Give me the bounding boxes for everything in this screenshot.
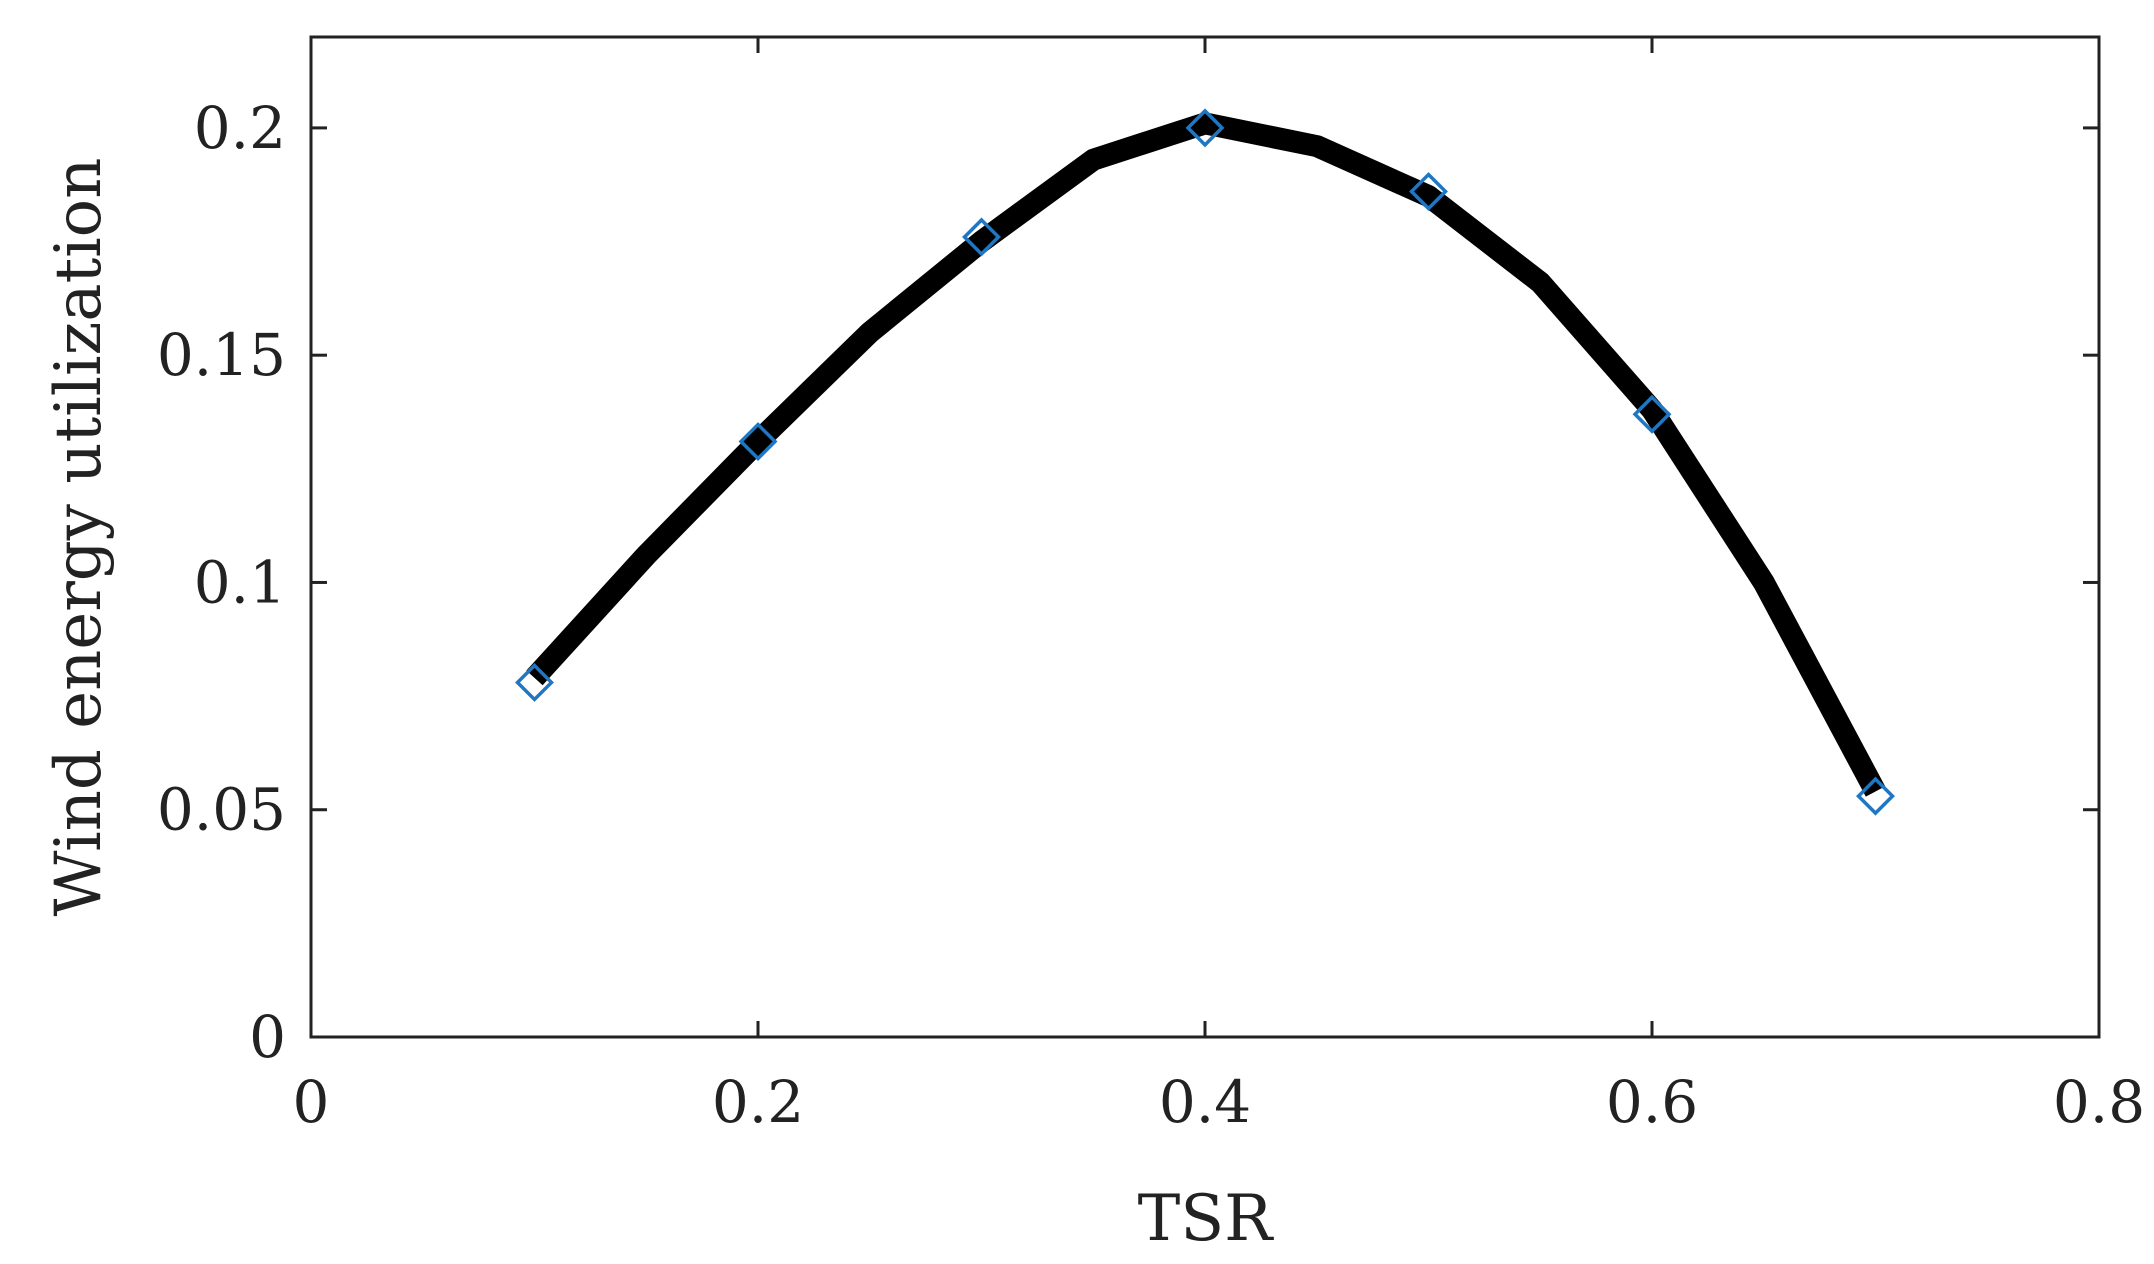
- x-tick-label: 0.2: [712, 1068, 804, 1136]
- series-line: [526, 112, 1886, 797]
- y-tick-label: 0.15: [157, 321, 286, 389]
- data-point-diamond: [1856, 776, 1895, 816]
- data-point-diamond: [738, 422, 778, 462]
- plot-frame: [309, 35, 2101, 1039]
- data-point-diamond: [515, 662, 554, 702]
- y-tick-label: 0.05: [157, 776, 286, 844]
- y-tick-label: 0.2: [194, 94, 286, 162]
- y-axis-label: Wind energy utilization: [42, 158, 116, 917]
- data-point-diamond: [962, 217, 1001, 257]
- x-tick-label: 0: [293, 1068, 330, 1136]
- x-tick-label: 0.6: [1606, 1068, 1698, 1136]
- y-axis-ticks: 0 0.05 0.1 0.15 0.2: [157, 94, 2099, 1071]
- y-tick-label: 0.1: [194, 548, 286, 616]
- series-layer: [515, 108, 1895, 816]
- x-tick-label: 0.8: [2053, 1068, 2145, 1136]
- data-point-diamond: [1632, 394, 1672, 434]
- x-axis-ticks: 0 0.2 0.4 0.6 0.8: [293, 37, 2145, 1136]
- data-point-diamond: [1185, 108, 1225, 148]
- plot-border: [309, 35, 2101, 1039]
- y-tick-label: 0: [249, 1003, 286, 1071]
- x-tick-label: 0.4: [1159, 1068, 1251, 1136]
- data-point-diamond: [1409, 172, 1448, 212]
- x-axis-label: TSR: [1138, 1182, 1275, 1256]
